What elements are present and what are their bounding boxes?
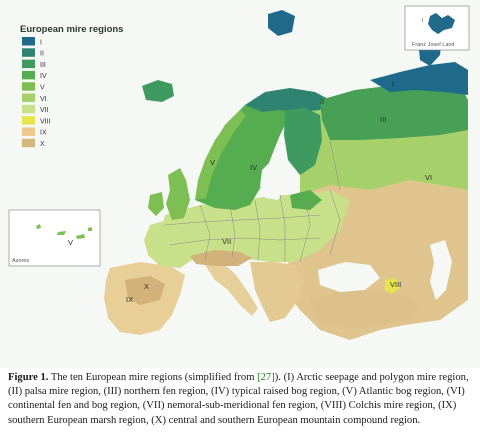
legend-label-5: V xyxy=(40,85,45,92)
lapland xyxy=(245,88,330,112)
azores-island-2 xyxy=(57,231,66,235)
finland xyxy=(284,108,322,175)
caspian-sea xyxy=(430,240,452,300)
figure-caption: Figure 1. The ten European mire regions … xyxy=(8,371,474,428)
legend-label-3: III xyxy=(40,62,46,69)
legend: European mire regions IIIIIIIVVVIVIIVIII… xyxy=(20,24,123,148)
great-britain xyxy=(166,168,190,220)
label-vi: VI xyxy=(425,173,432,182)
inset-franz-josef-region: I xyxy=(422,18,424,24)
alps xyxy=(190,250,252,266)
label-v: V xyxy=(210,158,215,167)
anatolia xyxy=(310,290,420,328)
iberia-mountains xyxy=(125,276,165,305)
scandinavia xyxy=(195,95,290,210)
label-x: X xyxy=(144,282,149,291)
legend-swatch-6 xyxy=(22,93,35,102)
legend-title: European mire regions xyxy=(20,24,123,35)
legend-swatch-2 xyxy=(22,48,35,57)
caption-ref-link[interactable]: [27] xyxy=(257,372,275,383)
inset-azores-title: Azores xyxy=(12,258,29,264)
label-ix: IX xyxy=(126,295,133,304)
inset-azores: V Azores xyxy=(8,209,101,267)
inset-franz-josef-title: Franz Josef Land xyxy=(412,42,455,48)
caption-before-ref: The ten European mire regions (simplifie… xyxy=(48,372,258,383)
legend-swatch-5 xyxy=(22,82,35,91)
ireland xyxy=(148,192,164,216)
franz-josef-islands xyxy=(428,13,455,34)
azores-island-1 xyxy=(36,224,41,229)
legend-swatch-7 xyxy=(22,104,35,114)
region-labels: I II III IV V VI VII VIII IX X xyxy=(126,79,432,304)
legend-label-2: II xyxy=(40,51,44,58)
caption-lead: Figure 1. xyxy=(8,372,49,383)
legend-label-10: X xyxy=(40,141,45,148)
azores-island-3 xyxy=(76,234,85,239)
italy xyxy=(205,262,258,316)
baltic-sea xyxy=(260,160,286,200)
label-iv: IV xyxy=(250,163,257,172)
iceland xyxy=(142,80,174,102)
label-ii: II xyxy=(320,97,324,106)
inset-franz-josef-land: I Franz Josef Land xyxy=(404,5,470,51)
legend-label-9: IX xyxy=(40,130,47,137)
legend-swatch-3 xyxy=(22,59,35,69)
svalbard xyxy=(268,10,295,36)
legend-swatch-10 xyxy=(22,138,35,148)
russia-north xyxy=(320,80,468,140)
caption-after-ref: ). (I) Arctic seepage and polygon mire r… xyxy=(8,372,469,426)
norway-coast xyxy=(195,110,246,200)
legend-swatch-9 xyxy=(22,127,35,136)
country-borders xyxy=(164,139,341,263)
legend-swatch-1 xyxy=(22,37,35,46)
label-i: I xyxy=(392,79,394,88)
balkans xyxy=(250,262,305,322)
label-iii: III xyxy=(380,115,386,124)
legend-label-6: VI xyxy=(40,96,47,103)
legend-label-4: IV xyxy=(40,73,47,80)
legend-swatch-8 xyxy=(22,116,35,125)
legend-swatch-4 xyxy=(22,70,35,80)
european-mire-map: I II III IV V VI VII VIII IX X European … xyxy=(8,5,470,340)
inset-azores-region: V xyxy=(68,238,73,247)
arctic-coast xyxy=(370,62,468,95)
colchis xyxy=(385,278,400,294)
legend-label-7: VII xyxy=(40,107,49,114)
label-viii: VIII xyxy=(390,280,401,289)
legend-label-1: I xyxy=(40,39,42,46)
label-vii: VII xyxy=(222,237,231,246)
azores-island-4 xyxy=(88,227,92,231)
legend-label-8: VIII xyxy=(40,118,51,125)
black-sea xyxy=(318,262,380,292)
france xyxy=(144,218,200,268)
